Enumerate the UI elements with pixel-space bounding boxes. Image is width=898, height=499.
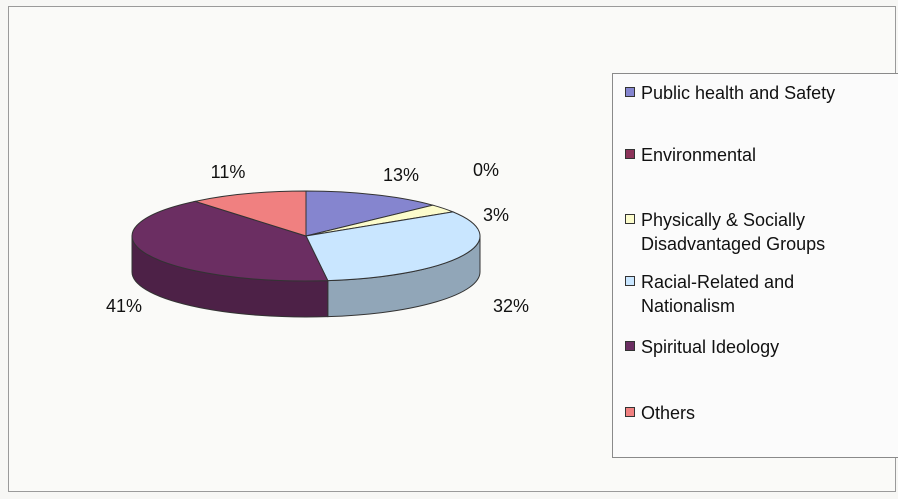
legend-label: Spiritual Ideology [641, 337, 780, 357]
legend: Public health and Safety Environmental P… [612, 73, 898, 458]
legend-swatch [625, 214, 635, 224]
legend-swatch [625, 341, 635, 351]
legend-item-environmental: Environmental [625, 143, 756, 167]
legend-swatch [625, 87, 635, 97]
pie-slice-4 [131, 200, 329, 282]
data-label-0: 13% [383, 165, 419, 185]
legend-item-spiritual: Spiritual Ideology [625, 335, 779, 359]
legend-item-disadvantaged: Physically & Socially Disadvantaged Grou… [625, 208, 825, 256]
legend-item-racial: Racial-Related and Nationalism [625, 270, 794, 318]
data-label-2: 3% [483, 205, 509, 225]
data-label-5: 11% [211, 162, 246, 182]
data-label-3: 32% [493, 296, 529, 316]
legend-label-line2: Disadvantaged Groups [641, 234, 826, 254]
legend-item-others: Others [625, 401, 695, 425]
legend-item-public-health: Public health and Safety [625, 81, 835, 105]
legend-label: Racial-Related and [641, 272, 795, 292]
legend-label: Public health and Safety [641, 83, 836, 103]
chart-area: 13% 0% 3% 32% 41% 11% Public health and Safet… [8, 6, 898, 492]
legend-label: Physically & Socially [641, 210, 806, 230]
legend-label-line2: Nationalism [641, 296, 736, 316]
data-label-1: 0% [473, 160, 499, 180]
legend-label: Environmental [641, 145, 757, 165]
data-label-4: 41% [106, 296, 142, 316]
legend-label: Others [641, 403, 696, 423]
pie-slice-3 [305, 211, 481, 282]
legend-swatch [625, 276, 635, 286]
legend-swatch [625, 149, 635, 159]
pie-slice-5 [193, 190, 307, 237]
pie-slice-0 [305, 190, 435, 237]
legend-swatch [625, 407, 635, 417]
pie-chart: 13% 0% 3% 32% 41% 11% [106, 160, 529, 318]
